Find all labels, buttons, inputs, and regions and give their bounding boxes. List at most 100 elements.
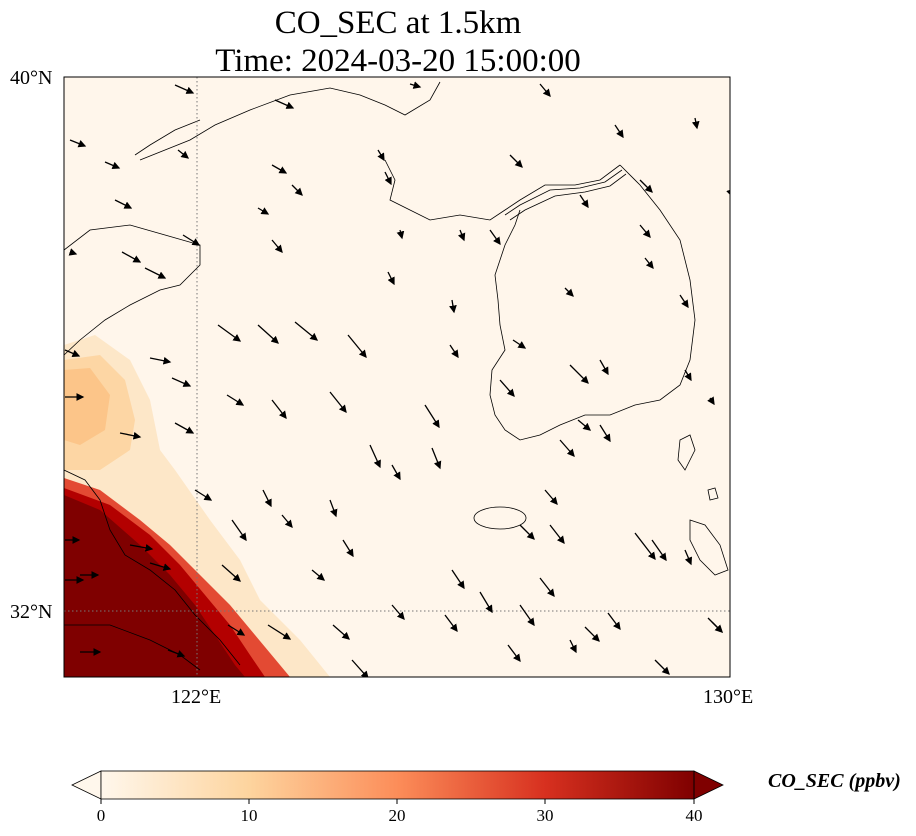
wind-arrow [384,171,392,186]
wind-arrow [684,369,692,382]
wind-arrow [564,287,574,297]
wind-arrow [577,419,591,431]
wind-arrow [684,549,693,566]
colorbar-tick-40: 40 [685,806,703,825]
wind-arrow [449,344,459,359]
wind-arrow [69,139,87,148]
wind-arrow [479,591,493,614]
wind-arrow [711,621,723,633]
wind-arrow [267,624,292,640]
colorbar-tick-10: 10 [240,806,258,825]
wind-arrow [149,356,172,365]
coastlines [64,81,729,671]
wind-arrow [512,339,527,349]
wind-arrow [177,149,190,159]
wind-arrow [509,154,523,168]
wind-arrow [559,439,575,457]
wind-arrow [584,626,600,642]
wind-arrow [332,624,350,640]
wind-arrow [539,83,551,97]
map-title-line2: Time: 2024-03-20 15:00:00 [215,43,581,79]
wind-arrow [274,99,295,109]
wind-arrow [68,248,78,256]
wind-arrow [396,229,405,240]
wind-arrow [129,544,154,552]
wind-arrow [144,267,167,279]
wind-arrow [171,377,192,387]
wind-arrow [691,117,700,130]
wind-arrow [329,499,338,518]
wind-arrow [174,422,195,434]
wind-arrow [544,489,558,505]
wind-arrow [639,179,653,193]
wind-arrow [182,234,201,246]
wind-arrow [226,394,245,406]
wind-arrow [119,431,142,440]
wind-arrow [104,161,121,170]
lat-label-40N: 40°N [10,67,53,89]
wind-arrow [549,524,565,545]
wind-arrow [271,239,283,253]
lat-label-32N: 32°N [10,601,53,623]
wind-arrow [262,489,272,508]
wind-arrow [311,569,325,581]
wind-vectors [64,81,730,677]
wind-arrow [221,564,241,582]
colorbar-extend-low [71,770,102,800]
wind-arrow [227,624,246,636]
wind-arrow [194,489,213,501]
colorbar-tick-0: 0 [96,806,106,825]
wind-arrow [569,364,589,384]
wind-arrow [409,81,422,89]
wind-arrow [257,207,270,215]
wind-arrow [539,577,555,598]
wind-arrow [499,379,515,397]
colorbar-label: CO_SEC (ppbv) [768,770,901,792]
wind-arrow [294,321,319,341]
wind-arrow [444,614,458,633]
colorbar [71,770,724,804]
wind-arrow [507,644,521,663]
wind-arrow [424,404,440,429]
wind-arrow [121,251,142,263]
wind-arrow [391,464,401,481]
lon-label-122E: 122°E [171,686,222,708]
wind-arrow [342,539,354,558]
wind-arrow [707,396,715,406]
wind-arrow [614,124,624,139]
wind-arrow [634,532,656,561]
wind-arrow [217,324,242,342]
wind-arrow [654,659,670,675]
colorbar-tick-20: 20 [388,806,406,825]
wind-arrow [149,562,172,571]
wind-arrow [391,604,405,620]
wind-arrow [599,359,609,376]
wind-arrow [449,299,457,314]
wind-arrow [607,612,621,631]
plume-dark [64,478,290,677]
wind-arrow [651,539,667,562]
wind-arrow [64,349,81,358]
wind-arrow [271,164,288,174]
wind-arrow [329,391,347,414]
map-title-line1: CO_SEC at 1.5km [274,5,522,41]
wind-arrow [377,149,385,162]
wind-arrow [644,257,654,270]
wind-arrow [431,447,442,470]
wind-arrow [639,224,651,238]
wind-arrow [347,334,367,359]
wind-arrow [291,184,303,196]
wind-arrow [114,199,133,209]
map-frame [63,76,731,678]
wind-arrow [579,194,589,209]
wind-arrow [231,519,247,542]
wind-arrow [569,639,577,654]
wind-arrow [271,399,287,420]
wind-arrow [387,271,395,286]
colorbar-gradient [101,771,694,799]
colorbar-tick-30: 30 [536,806,554,825]
wind-arrow [369,444,381,469]
wind-arrow [599,424,611,443]
wind-arrow [451,569,465,590]
